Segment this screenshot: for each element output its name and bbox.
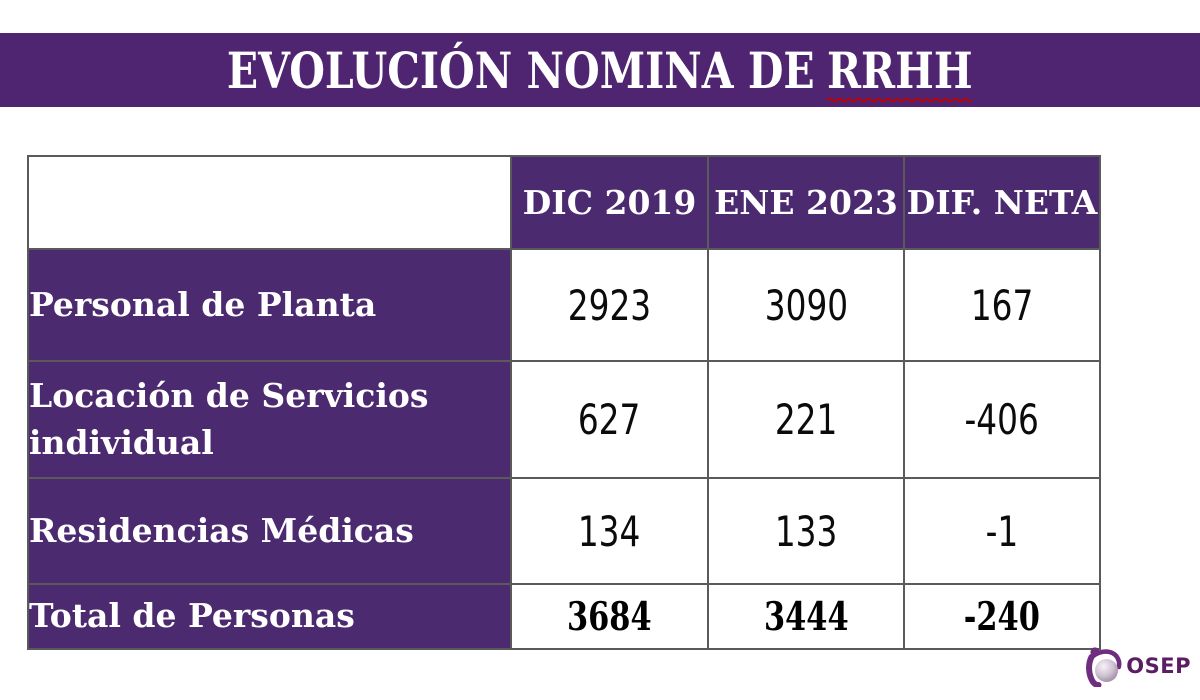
value-text: -240 <box>963 593 1041 640</box>
page-title-text: EVOLUCIÓN NOMINA DE <box>227 40 815 100</box>
value-text: 167 <box>970 280 1034 330</box>
value-text: 133 <box>774 506 838 556</box>
row-label: Total de Personas <box>27 583 512 650</box>
cell-value: -1 <box>903 477 1101 585</box>
column-header-ene-2023: ENE 2023 <box>707 155 905 250</box>
table-corner-cell <box>27 155 512 250</box>
cell-value: 133 <box>707 477 905 585</box>
title-rrhh-text: RRHH <box>827 40 973 100</box>
row-label: Residencias Médicas <box>27 477 512 585</box>
cell-value: 3090 <box>707 248 905 362</box>
cell-value: -406 <box>903 360 1101 479</box>
cell-value: 134 <box>510 477 709 585</box>
cell-value: 221 <box>707 360 905 479</box>
title-rrhh: RRHH <box>827 40 973 102</box>
value-text: 221 <box>774 395 838 444</box>
table-row: Residencias Médicas 134 133 -1 <box>27 477 1101 585</box>
value-text: 3090 <box>764 280 848 330</box>
cell-value: -240 <box>903 583 1101 650</box>
osep-logo-text: OSEP <box>1126 654 1191 678</box>
page-title: EVOLUCIÓN NOMINA DE RRHH <box>227 40 973 102</box>
column-header-dic-2019: DIC 2019 <box>510 155 709 250</box>
title-banner: EVOLUCIÓN NOMINA DE RRHH <box>0 33 1200 107</box>
osep-logo: OSEP <box>1085 645 1191 687</box>
value-text: -406 <box>964 395 1040 444</box>
column-header-dif-neta: DIF. NETA <box>903 155 1101 250</box>
value-text: 3684 <box>567 593 652 640</box>
cell-value: 3444 <box>707 583 905 650</box>
cell-value: 627 <box>510 360 709 479</box>
table-header-row: DIC 2019 ENE 2023 DIF. NETA <box>27 155 1101 250</box>
row-label: Locación de Servicios individual <box>27 360 512 479</box>
rrhh-evolution-table: DIC 2019 ENE 2023 DIF. NETA Personal de … <box>27 155 1101 650</box>
cell-value: 3684 <box>510 583 709 650</box>
spellcheck-underline-icon <box>827 97 973 102</box>
value-text: 627 <box>578 395 641 444</box>
osep-logo-icon <box>1086 647 1122 687</box>
value-text: 3444 <box>763 593 849 640</box>
cell-value: 2923 <box>510 248 709 362</box>
table-row: Locación de Servicios individual 627 221… <box>27 360 1101 479</box>
value-text: -1 <box>985 506 1019 556</box>
value-text: 2923 <box>567 280 652 330</box>
row-label: Personal de Planta <box>27 248 512 362</box>
cell-value: 167 <box>903 248 1101 362</box>
value-text: 134 <box>578 506 641 556</box>
table-row: Personal de Planta 2923 3090 167 <box>27 248 1101 362</box>
table-total-row: Total de Personas 3684 3444 -240 <box>27 583 1101 650</box>
